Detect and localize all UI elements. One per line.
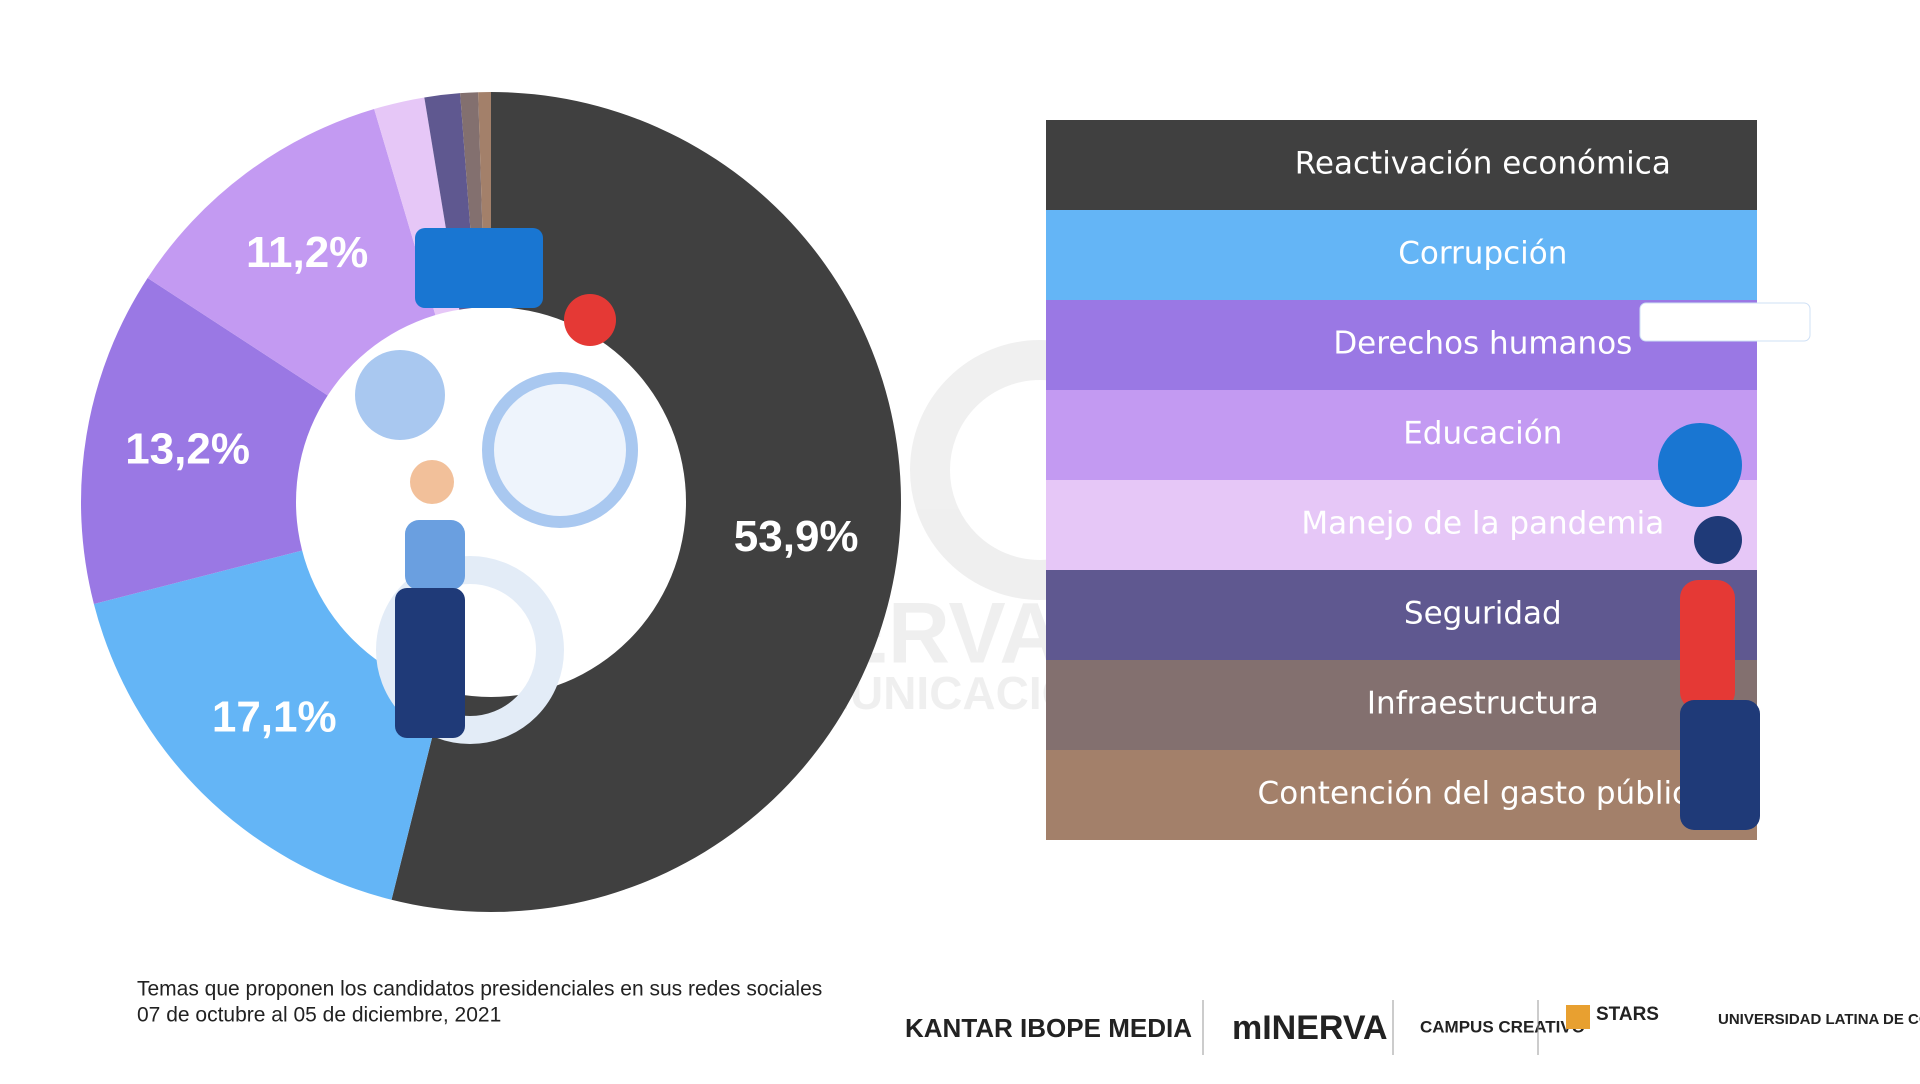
woman <box>1680 700 1760 830</box>
legend-label: Reactivación económica <box>1295 146 1671 182</box>
value-label: 11,2% <box>246 228 368 277</box>
logo-kantar: KANTAR IBOPE MEDIA <box>905 1013 1192 1043</box>
value-label: 17,1% <box>212 693 337 742</box>
logo-campus: CAMPUS CREATIVO <box>1420 1017 1585 1036</box>
woman <box>1680 580 1735 710</box>
caption: 07 de octubre al 05 de diciembre, 2021 <box>137 1004 501 1027</box>
value-label: 13,2% <box>125 425 250 474</box>
logo-stars: STARS <box>1596 1004 1659 1025</box>
legend-label: Seguridad <box>1404 596 1562 632</box>
legend-swatch <box>1046 390 1757 480</box>
person <box>395 588 465 738</box>
legend-label: Infraestructura <box>1367 686 1599 722</box>
person <box>405 520 465 590</box>
legend-swatch <box>1046 210 1757 300</box>
person <box>410 460 454 504</box>
legend: Reactivación económica Corrupción Derechos… <box>1046 120 1757 840</box>
legend-swatch <box>1046 750 1757 840</box>
legend-swatch <box>1046 120 1757 210</box>
icon-bubble <box>415 228 543 308</box>
icon-gear <box>376 556 564 744</box>
caption: Temas que proponen los candidatos presid… <box>137 978 822 1001</box>
logo-qs <box>1566 1005 1590 1029</box>
value-label: 53,9% <box>734 512 859 561</box>
icon-bubble <box>355 350 445 440</box>
legend-swatch <box>1046 300 1757 390</box>
legend-label: Corrupción <box>1398 236 1567 272</box>
icon-rating <box>1639 302 1811 342</box>
legend-swatch <box>1046 660 1757 750</box>
icon-magnifier <box>482 372 638 528</box>
woman <box>1694 516 1742 564</box>
legend-swatch <box>1046 570 1757 660</box>
center-illustration <box>296 228 686 744</box>
logo-ulatina: UNIVERSIDAD LATINA DE COSTA RICA <box>1718 1011 1920 1028</box>
legend-label: Manejo de la pandemia <box>1301 506 1664 542</box>
woman-illustration <box>1639 302 1811 830</box>
donut-hole <box>296 307 686 697</box>
icon-megaphone <box>1658 423 1742 507</box>
legend-label: Educación <box>1403 416 1562 452</box>
legend-label: Contención del gasto público <box>1258 776 1709 812</box>
icon-heart <box>564 294 616 346</box>
legend-swatch <box>1046 480 1757 570</box>
logo-minerva: mINERVA <box>1232 1009 1388 1047</box>
legend-label: Derechos humanos <box>1333 326 1632 362</box>
